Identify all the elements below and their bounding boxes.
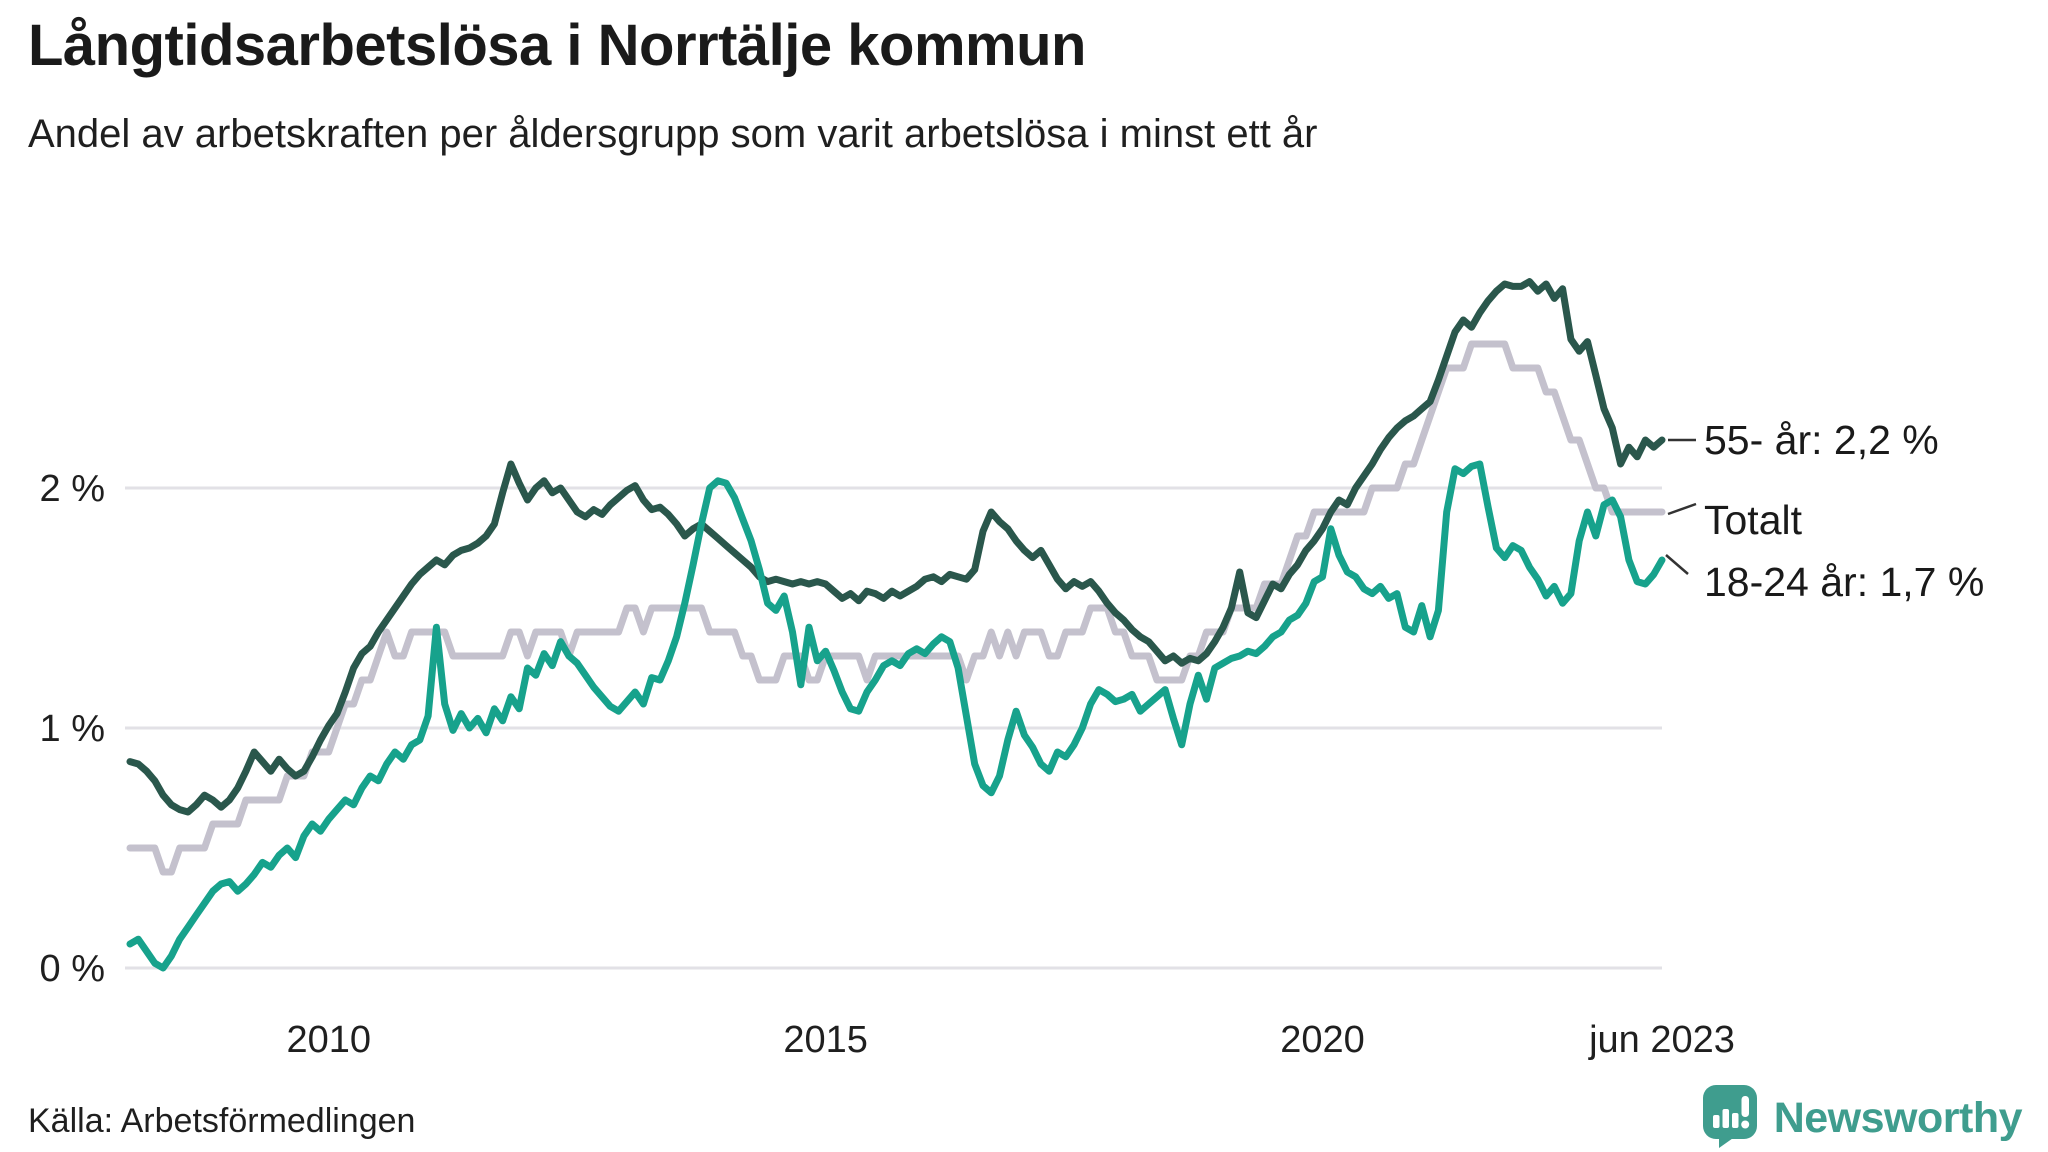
brand-name: Newsworthy	[1773, 1093, 2023, 1142]
x-axis-tick-label: 2015	[783, 1019, 868, 1061]
series-end-label-a1824: 18-24 år: 1,7 %	[1704, 559, 1984, 605]
x-axis-tick-label: jun 2023	[1588, 1019, 1735, 1061]
series-label-connector-a1824	[1665, 554, 1689, 575]
y-axis-tick-label: 2 %	[40, 468, 105, 510]
newsworthy-icon	[1702, 1085, 1757, 1148]
series-line-totalt	[126, 340, 1666, 876]
series-end-label-totalt: Totalt	[1704, 497, 1803, 543]
series-line-a55	[126, 278, 1666, 816]
brand-logo: Newsworthy	[1702, 1084, 2023, 1152]
y-axis-tick-label: 0 %	[40, 948, 105, 990]
series-line-a1824	[126, 460, 1666, 972]
page-subtitle: Andel av arbetskraften per åldersgrupp s…	[28, 112, 1318, 156]
series-label-connector-totalt	[1667, 502, 1697, 516]
x-axis-tick-label: 2010	[286, 1019, 371, 1061]
page-title: Långtidsarbetslösa i Norrtälje kommun	[28, 13, 1086, 78]
x-axis-tick-label: 2020	[1280, 1019, 1365, 1061]
series-end-label-a55: 55- år: 2,2 %	[1704, 417, 1939, 463]
y-axis-tick-label: 1 %	[40, 708, 105, 750]
source-note: Källa: Arbetsförmedlingen	[28, 1102, 416, 1140]
